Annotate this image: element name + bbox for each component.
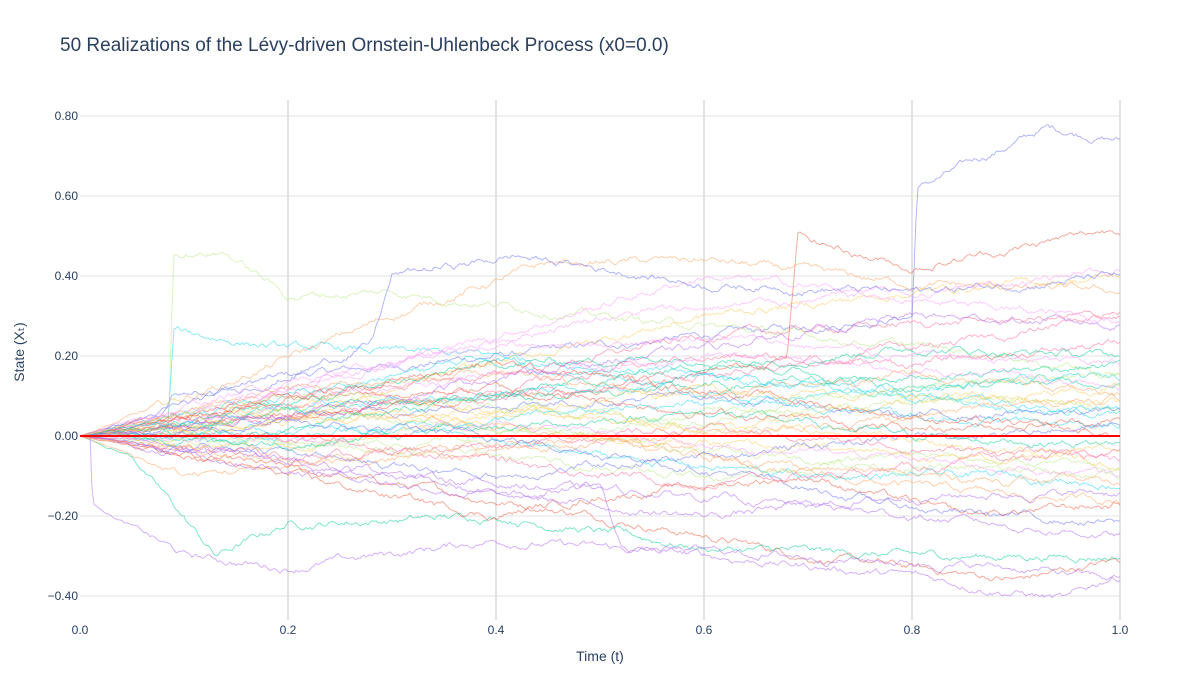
chart-title: 50 Realizations of the Lévy-driven Ornst… xyxy=(60,35,669,56)
realization-line xyxy=(79,372,1121,437)
realization-line xyxy=(79,420,1121,478)
realization-line xyxy=(79,230,1121,437)
realization-line xyxy=(79,254,1121,437)
y-tick-label: −0.40 xyxy=(48,589,79,603)
realization-line xyxy=(79,255,1121,437)
realization-line xyxy=(79,383,1121,453)
realization-line xyxy=(79,382,1121,437)
y-tick-label: −0.20 xyxy=(48,509,79,523)
realization-line xyxy=(79,435,1121,583)
realization-line xyxy=(79,435,1121,522)
series-group xyxy=(79,124,1121,599)
realization-line xyxy=(79,310,1121,437)
realization-line xyxy=(79,421,1121,481)
realization-line xyxy=(79,435,1121,564)
y-tick-label: 0.00 xyxy=(55,429,79,443)
realization-line xyxy=(79,395,1121,472)
realization-line xyxy=(79,251,1121,437)
x-tick-label: 0.0 xyxy=(72,623,89,637)
realization-line xyxy=(79,434,1121,482)
realization-line xyxy=(79,369,1121,437)
realization-line xyxy=(79,403,1121,488)
x-tick-label: 1.0 xyxy=(1112,623,1129,637)
realization-line xyxy=(79,267,1121,437)
realization-line xyxy=(80,430,1121,491)
realization-line xyxy=(79,372,1121,437)
y-tick-label: 0.20 xyxy=(55,349,79,363)
y-tick-label: 0.40 xyxy=(55,269,79,283)
realization-line xyxy=(79,356,1121,437)
realization-line xyxy=(79,346,1121,438)
realization-line xyxy=(79,392,1121,467)
y-tick-label: 0.60 xyxy=(55,189,79,203)
realization-line xyxy=(79,333,1121,437)
x-tick-label: 0.2 xyxy=(280,623,297,637)
realization-line xyxy=(79,338,1121,437)
realization-line xyxy=(79,381,1121,437)
x-axis-title: Time (t) xyxy=(576,648,624,664)
realization-line xyxy=(79,435,1121,520)
realization-line xyxy=(79,311,1121,437)
x-tick-label: 0.8 xyxy=(904,623,921,637)
y-tick-label: 0.80 xyxy=(55,109,79,123)
realization-line xyxy=(79,431,1121,506)
realization-line xyxy=(79,390,1121,437)
realization-line xyxy=(79,422,1121,463)
realization-line xyxy=(79,311,1121,437)
axes: 0.0 0.2 0.4 0.6 0.8 1.0 −0.40 −0.20 0.00 0.20 0.40… xyxy=(48,109,1129,637)
y-axis-title: State (Xₜ) xyxy=(11,322,27,381)
realization-line xyxy=(79,435,1121,539)
realization-line xyxy=(79,351,1121,437)
grid xyxy=(80,100,1121,620)
x-tick-label: 0.6 xyxy=(696,623,713,637)
realization-line xyxy=(79,289,1121,437)
realization-line xyxy=(79,435,1121,582)
realization-line xyxy=(79,409,1121,452)
x-tick-label: 0.4 xyxy=(488,623,505,637)
realization-line xyxy=(80,435,1121,599)
